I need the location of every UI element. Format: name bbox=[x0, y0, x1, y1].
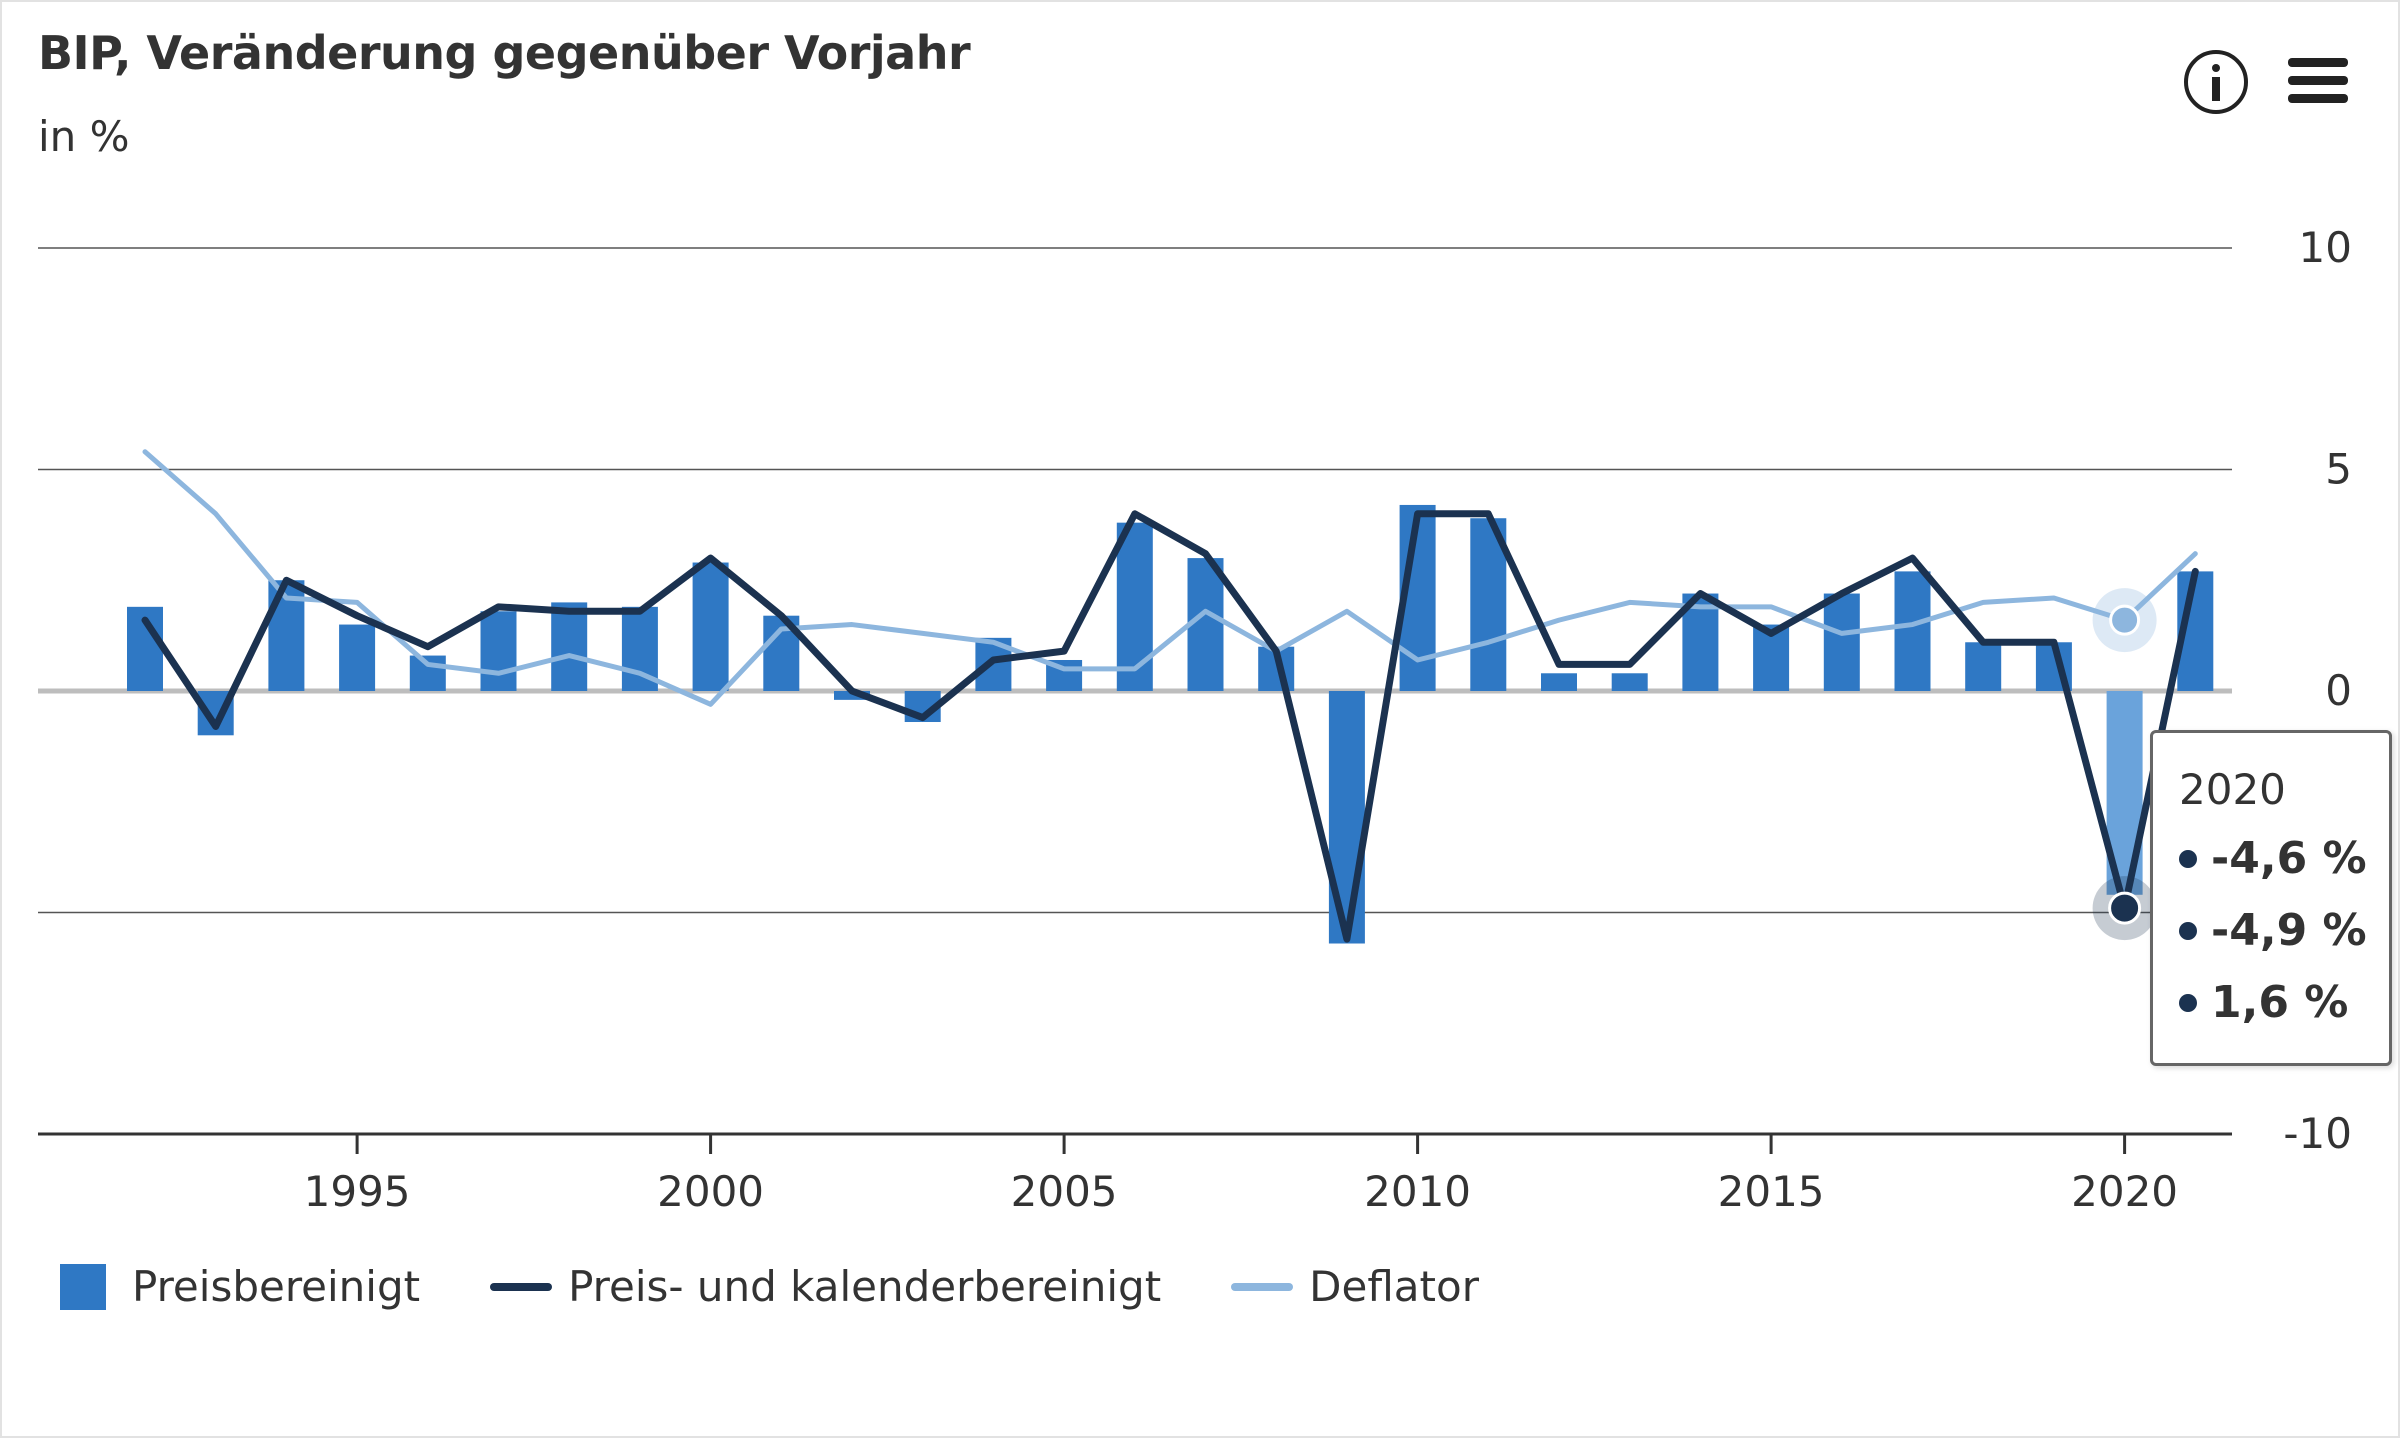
legend-item-preis-und-kalenderbereinigt[interactable]: Preis- und kalenderbereinigt bbox=[490, 1262, 1161, 1311]
legend-label: Preis- und kalenderbereinigt bbox=[568, 1262, 1162, 1311]
line-deflator bbox=[142, 449, 2198, 707]
bar-preisbereinigt bbox=[1116, 522, 1153, 691]
y-tick-label: -10 bbox=[2283, 1109, 2352, 1158]
tooltip-value: -4,6 % bbox=[2211, 833, 2367, 884]
y-tick-label: 5 bbox=[2325, 445, 2352, 494]
tooltip-year: 2020 bbox=[2179, 765, 2286, 814]
x-tick-label: 1995 bbox=[304, 1167, 411, 1216]
bar-preisbereinigt bbox=[1965, 642, 2002, 691]
bar-preisbereinigt bbox=[1823, 593, 1860, 691]
legend-swatch-line bbox=[490, 1282, 553, 1291]
bar-preisbereinigt bbox=[339, 624, 376, 691]
x-tick-label: 2000 bbox=[657, 1167, 764, 1216]
tooltip-dot bbox=[2179, 849, 2197, 868]
bar-preisbereinigt bbox=[1894, 571, 1931, 691]
y-tick-label: 10 bbox=[2299, 223, 2352, 272]
chart-legend: Preisbereinigt Preis- und kalenderberein… bbox=[60, 1262, 1549, 1311]
hamburger-menu-icon[interactable] bbox=[2280, 46, 2352, 118]
info-icon[interactable] bbox=[2180, 46, 2252, 118]
bar-preisbereinigt bbox=[480, 611, 517, 691]
bar-preisbereinigt bbox=[1328, 691, 1365, 944]
bar-preisbereinigt bbox=[1611, 673, 1648, 691]
legend-swatch-bar bbox=[60, 1263, 106, 1310]
tooltip-row: -4,9 % bbox=[2179, 905, 2367, 956]
bar-preisbereinigt bbox=[692, 562, 729, 691]
chart-subtitle: in % bbox=[38, 112, 130, 161]
tooltip-value: 1,6 % bbox=[2211, 977, 2349, 1028]
kalender-marker bbox=[2108, 891, 2142, 925]
x-tick-label: 2020 bbox=[2071, 1167, 2178, 1216]
tooltip-dot bbox=[2179, 921, 2197, 940]
bar-preisbereinigt bbox=[551, 602, 588, 691]
tooltip-dot bbox=[2179, 993, 2197, 1012]
bar-preisbereinigt bbox=[409, 655, 446, 691]
bar-preisbereinigt bbox=[1187, 558, 1224, 691]
legend-item-deflator[interactable]: Deflator bbox=[1231, 1262, 1479, 1311]
bar-preisbereinigt bbox=[834, 691, 870, 700]
line-preis-und-kalenderbereinigt bbox=[141, 510, 2199, 943]
x-tick-label: 2010 bbox=[1364, 1167, 1471, 1216]
chart-title: BIP, Veränderung gegenüber Vorjahr bbox=[38, 26, 971, 80]
x-tick-label: 2005 bbox=[1011, 1167, 1118, 1216]
chart-tooltip: 2020 -4,6 % -4,9 % 1,6 % bbox=[2150, 730, 2392, 1066]
legend-label: Deflator bbox=[1309, 1262, 1479, 1311]
bar-preisbereinigt bbox=[1541, 673, 1577, 691]
tooltip-value: -4,9 % bbox=[2211, 905, 2367, 956]
legend-item-preisbereinigt[interactable]: Preisbereinigt bbox=[60, 1262, 420, 1311]
x-tick-label: 2015 bbox=[1718, 1167, 1825, 1216]
tooltip-row: -4,6 % bbox=[2179, 833, 2367, 884]
tooltip-row: 1,6 % bbox=[2179, 977, 2348, 1028]
legend-swatch-line bbox=[1231, 1282, 1294, 1291]
y-tick-label: 0 bbox=[2325, 666, 2352, 715]
deflator-marker bbox=[2109, 604, 2141, 636]
legend-label: Preisbereinigt bbox=[132, 1262, 421, 1311]
